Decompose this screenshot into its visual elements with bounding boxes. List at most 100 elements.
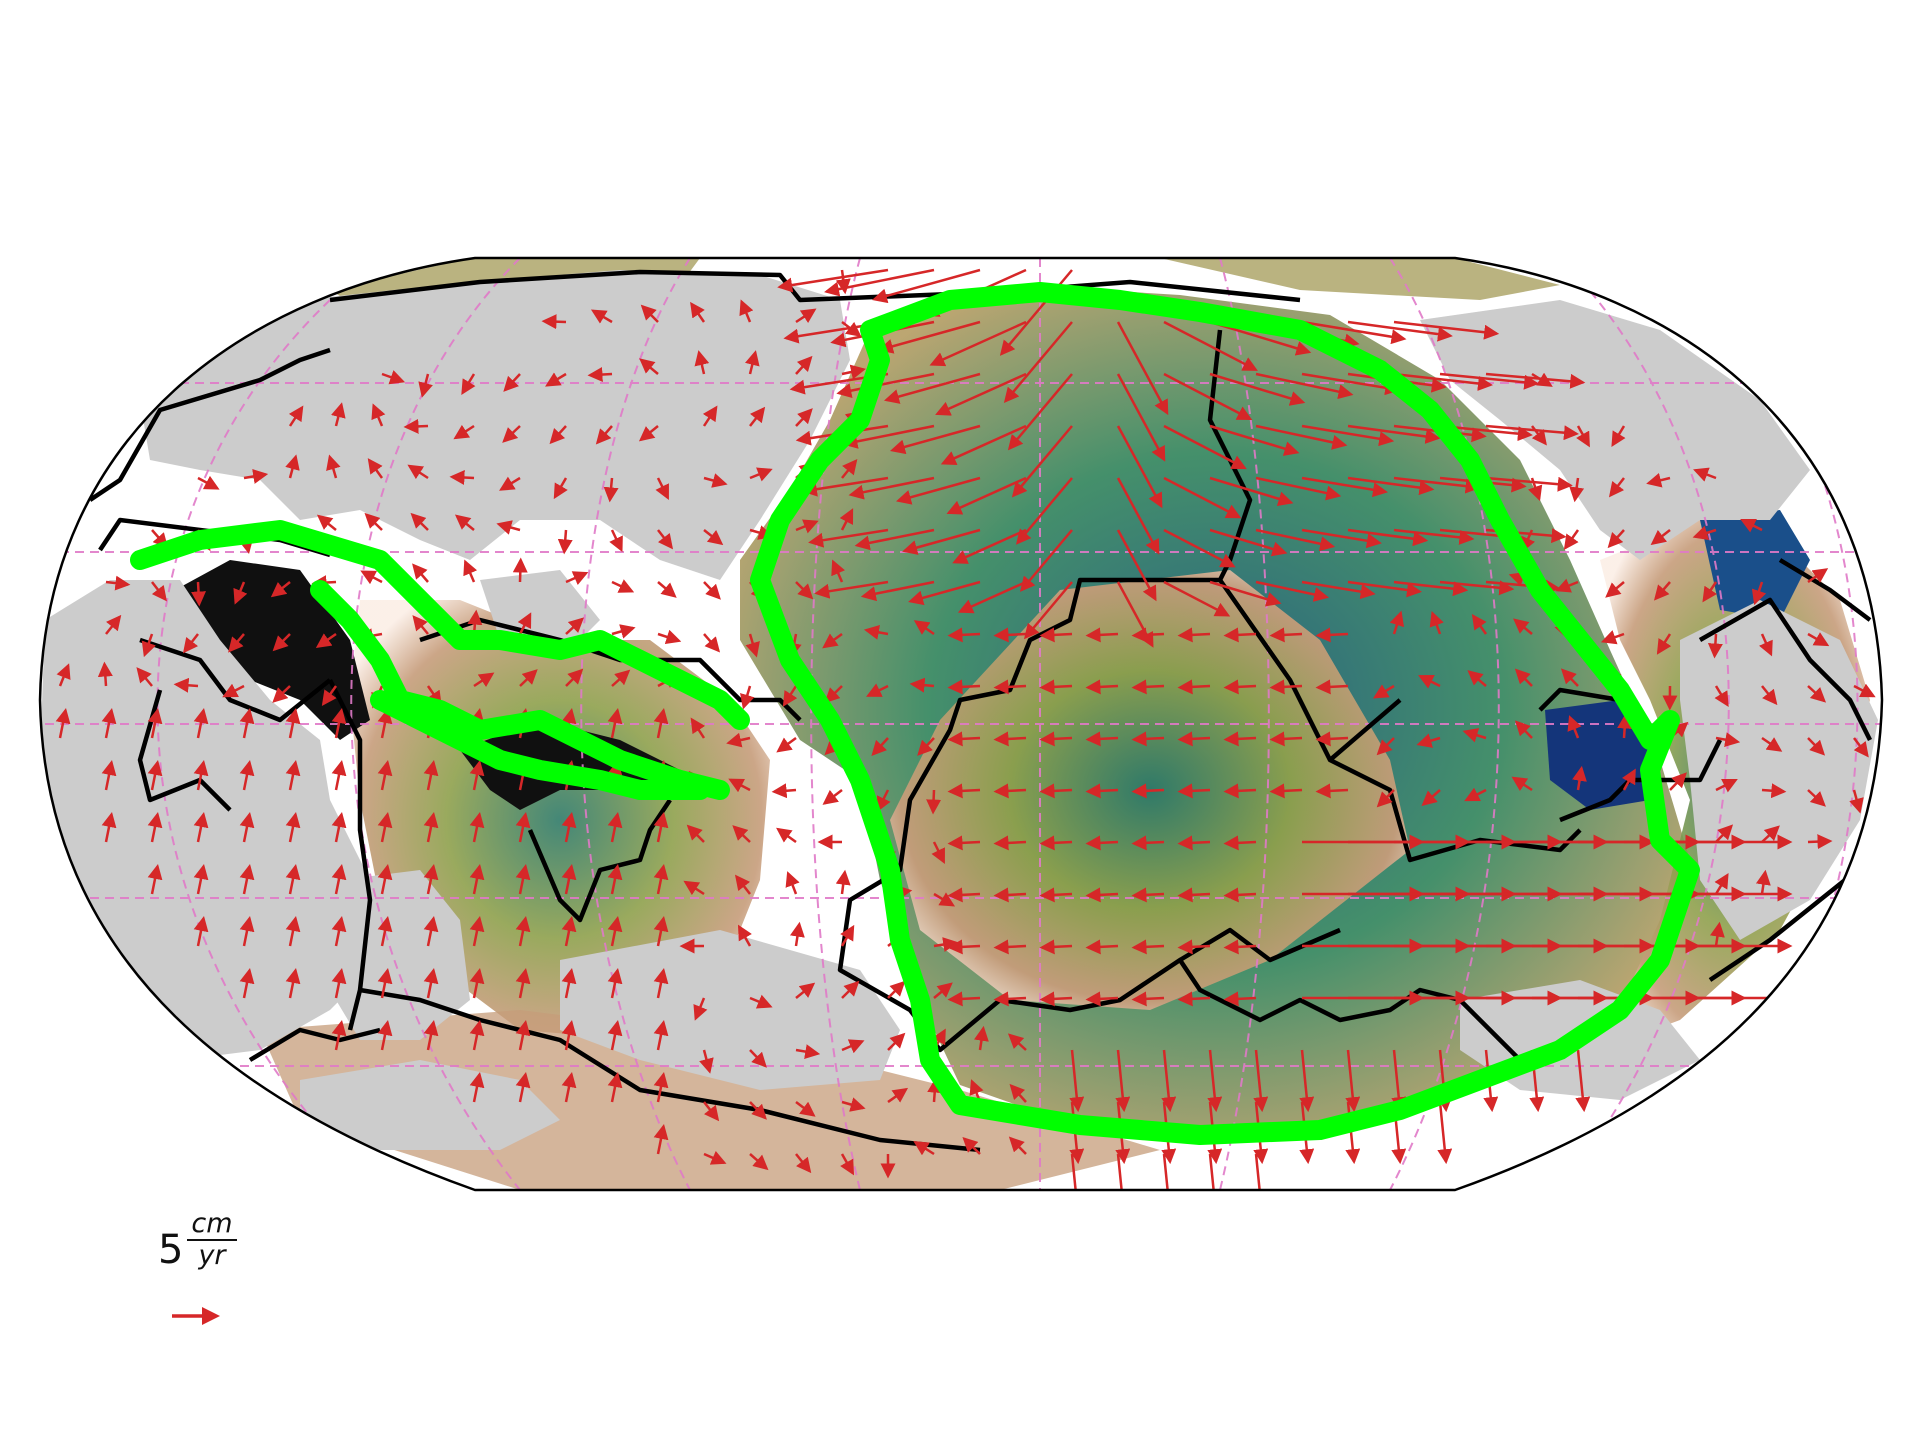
velocity-arrow [1471, 613, 1488, 635]
velocity-arrow [193, 760, 209, 791]
velocity-arrow [1485, 424, 1579, 441]
velocity-arrow [565, 668, 584, 687]
velocity-arrow [1011, 425, 1073, 498]
velocity-arrow [1416, 733, 1441, 748]
velocity-arrow [871, 737, 889, 757]
velocity-arrow [790, 921, 805, 947]
velocity-arrow [1009, 1083, 1027, 1103]
velocity-arrow [1039, 939, 1073, 955]
velocity-arrow [1069, 1049, 1085, 1113]
velocity-arrow [1439, 372, 1540, 390]
velocity-arrow [917, 737, 935, 756]
velocity-arrow [737, 924, 752, 947]
velocity-arrow [285, 864, 301, 895]
velocity-arrow [1116, 1153, 1126, 1190]
velocity-arrow [1269, 731, 1303, 747]
velocity-arrow [840, 924, 855, 947]
velocity-arrow [841, 364, 866, 380]
velocity-arrow [1223, 991, 1257, 1007]
velocity-arrow [1255, 580, 1330, 602]
velocity-arrow [561, 1072, 577, 1103]
velocity-arrow [228, 633, 245, 653]
velocity-arrow [1531, 372, 1553, 387]
velocity-arrow [947, 679, 981, 695]
velocity-arrow [270, 581, 291, 598]
velocity-arrow [603, 477, 619, 503]
velocity-arrow [515, 916, 531, 947]
velocity-arrow [824, 685, 843, 704]
velocity-arrow [1389, 610, 1405, 635]
velocity-arrow [1209, 372, 1306, 406]
velocity-arrow [1208, 1153, 1218, 1190]
velocity-arrow [777, 268, 889, 293]
velocity-arrow [1429, 610, 1444, 635]
velocity-arrow [1209, 528, 1288, 557]
velocity-arrow [561, 916, 577, 947]
velocity-arrow [1163, 476, 1242, 519]
velocity-arrow [749, 1153, 769, 1171]
velocity-arrow [423, 916, 439, 947]
velocity-arrow [993, 731, 1027, 747]
legend-unit-denominator: yr [198, 1240, 226, 1271]
velocity-arrow [1715, 824, 1734, 843]
velocity-arrow [1085, 887, 1119, 903]
velocity-arrow [653, 1072, 669, 1103]
velocity-arrow [1853, 737, 1869, 758]
velocity-arrow [1514, 720, 1533, 739]
velocity-arrow [1131, 679, 1165, 695]
velocity-arrow [607, 1072, 623, 1103]
velocity-arrow [561, 864, 577, 895]
velocity-arrow [1807, 685, 1827, 703]
velocity-arrow [377, 864, 393, 895]
velocity-arrow [285, 916, 301, 947]
velocity-arrow [222, 683, 245, 698]
velocity-arrow [947, 887, 981, 903]
velocity-arrow [1223, 679, 1257, 695]
velocity-arrow [1301, 320, 1407, 345]
velocity-arrow [1707, 633, 1723, 659]
velocity-arrow [1761, 736, 1783, 752]
velocity-arrow [1255, 424, 1348, 450]
velocity-arrow [239, 916, 255, 947]
velocity-arrow [1345, 1049, 1361, 1113]
velocity-arrow [55, 708, 71, 739]
velocity-arrow [147, 708, 163, 739]
velocity-arrow [469, 968, 485, 999]
velocity-arrow [377, 812, 393, 843]
velocity-arrow [694, 350, 710, 375]
velocity-arrow [657, 581, 677, 598]
velocity-arrow [519, 669, 538, 687]
velocity-arrow [1710, 921, 1725, 947]
velocity-arrow [822, 789, 843, 805]
velocity-arrow [703, 473, 728, 488]
velocity-arrow [1528, 477, 1543, 502]
velocity-arrow [877, 789, 891, 812]
velocity-arrow [1116, 529, 1157, 602]
velocity-arrow [1209, 320, 1312, 356]
velocity-arrow [1023, 581, 1073, 640]
velocity-arrow [607, 1020, 623, 1051]
velocity-arrow [1807, 737, 1826, 756]
velocity-arrow [1116, 373, 1166, 462]
velocity-arrow [1315, 731, 1349, 747]
velocity-arrow [272, 685, 291, 703]
velocity-arrow [1223, 627, 1257, 643]
velocity-arrow [1462, 728, 1487, 743]
velocity-arrow [1299, 1049, 1315, 1113]
velocity-arrow [739, 299, 754, 323]
velocity-arrow [1761, 783, 1787, 799]
velocity-arrow [503, 373, 521, 392]
velocity-arrow [947, 731, 981, 747]
velocity-arrow [1177, 679, 1211, 695]
velocity-arrow [607, 812, 623, 843]
velocity-arrow [377, 760, 393, 791]
velocity-arrow [141, 633, 156, 658]
velocity-arrow [288, 405, 304, 427]
velocity-arrow [193, 864, 209, 895]
velocity-arrow [1039, 991, 1073, 1007]
velocity-arrow [1439, 580, 1515, 596]
velocity-arrow [611, 624, 636, 639]
velocity-arrow [795, 1044, 821, 1059]
velocity-arrow [561, 1020, 577, 1051]
velocity-arrow [1039, 887, 1073, 903]
